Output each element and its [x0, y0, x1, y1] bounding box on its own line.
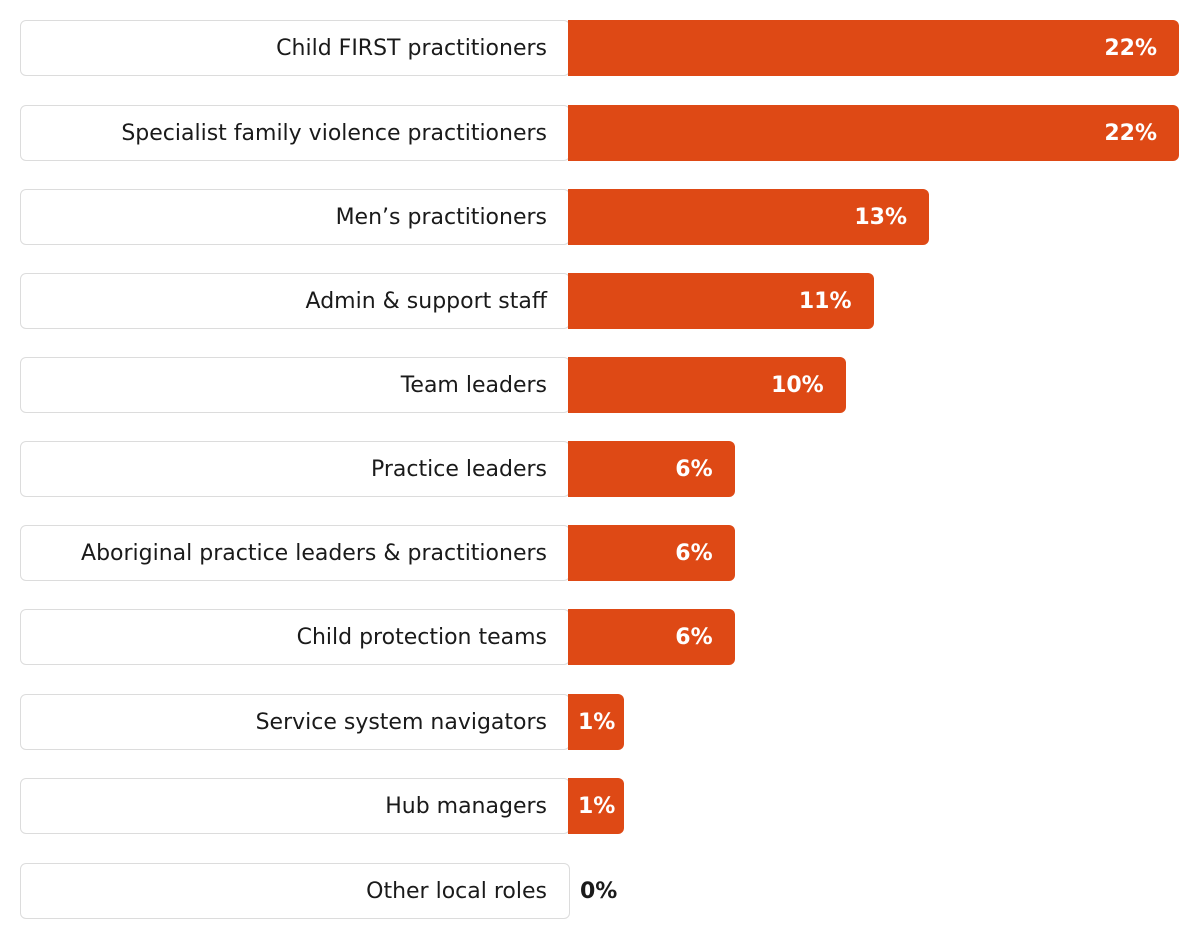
- data-label: 10%: [771, 372, 824, 398]
- category-label: Aboriginal practice leaders & practition…: [20, 525, 570, 581]
- data-label: 22%: [1104, 120, 1157, 146]
- chart-row: Child FIRST practitioners 22%: [0, 20, 1200, 78]
- chart-row: Service system navigators 1%: [0, 694, 1200, 752]
- data-label: 6%: [675, 624, 713, 650]
- bar: [568, 525, 735, 581]
- category-label: Child protection teams: [20, 609, 570, 665]
- bar: [568, 778, 624, 834]
- chart-row: Aboriginal practice leaders & practition…: [0, 525, 1200, 583]
- category-label: Service system navigators: [20, 694, 570, 750]
- data-label: 1%: [578, 709, 616, 735]
- bar: [568, 694, 624, 750]
- bar: [568, 357, 846, 413]
- category-label: Admin & support staff: [20, 273, 570, 329]
- chart-row: Other local roles 0%: [0, 863, 1200, 921]
- data-label: 1%: [578, 793, 616, 819]
- chart-row: Hub managers 1%: [0, 778, 1200, 836]
- data-label: 0%: [580, 878, 618, 904]
- bar: [568, 441, 735, 497]
- category-label: Other local roles: [20, 863, 570, 919]
- chart-row: Practice leaders 6%: [0, 441, 1200, 499]
- category-label: Specialist family violence practitioners: [20, 105, 570, 161]
- category-label: Hub managers: [20, 778, 570, 834]
- chart-row: Child protection teams 6%: [0, 609, 1200, 667]
- category-label: Men’s practitioners: [20, 189, 570, 245]
- bar: [568, 189, 930, 245]
- category-label: Child FIRST practitioners: [20, 20, 570, 76]
- data-label: 22%: [1104, 35, 1157, 61]
- data-label: 13%: [854, 204, 908, 230]
- bar: [568, 105, 1179, 161]
- data-label: 11%: [798, 288, 852, 314]
- data-label: 6%: [675, 540, 713, 566]
- data-label: 6%: [675, 456, 713, 482]
- bar: [568, 20, 1179, 76]
- category-label: Team leaders: [20, 357, 570, 413]
- chart-row: Team leaders 10%: [0, 357, 1200, 415]
- chart-row: Admin & support staff 11%: [0, 273, 1200, 331]
- chart-row: Specialist family violence practitioners…: [0, 105, 1200, 163]
- bar: [568, 609, 735, 665]
- category-label: Practice leaders: [20, 441, 570, 497]
- chart-row: Men’s practitioners 13%: [0, 189, 1200, 247]
- bar: [568, 273, 874, 329]
